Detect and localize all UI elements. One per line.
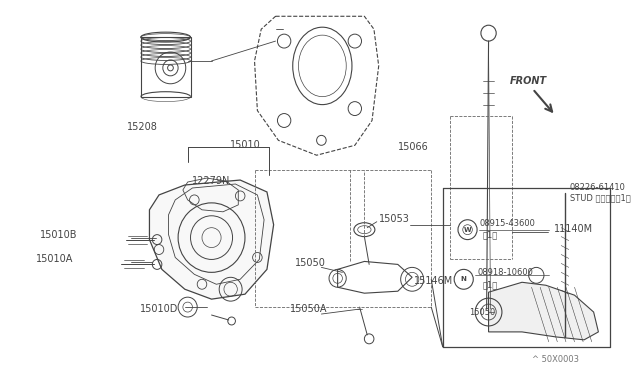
Polygon shape — [150, 180, 274, 299]
Text: 12279N: 12279N — [193, 176, 231, 186]
Text: 15146M: 15146M — [414, 276, 453, 286]
Text: （1）: （1） — [483, 231, 498, 240]
Text: 08918-10600: 08918-10600 — [477, 268, 533, 278]
Text: 15050A: 15050A — [290, 304, 328, 314]
Text: 08915-43600: 08915-43600 — [479, 219, 535, 228]
Text: 15010D: 15010D — [140, 304, 179, 314]
Text: 15050: 15050 — [470, 308, 496, 317]
Text: 15010A: 15010A — [36, 254, 73, 264]
Text: W: W — [463, 227, 472, 232]
Text: FRONT: FRONT — [509, 76, 547, 86]
Text: 15010: 15010 — [230, 140, 260, 150]
Text: STUD スタッド（1）: STUD スタッド（1） — [570, 193, 630, 202]
Text: 15053: 15053 — [379, 214, 410, 224]
Text: 15208: 15208 — [127, 122, 158, 132]
Text: （1）: （1） — [483, 280, 498, 289]
Text: 15010B: 15010B — [40, 230, 77, 240]
Text: 15066: 15066 — [398, 142, 429, 152]
Text: 15050: 15050 — [294, 259, 326, 268]
Polygon shape — [488, 282, 598, 340]
Text: ^ 50X0003: ^ 50X0003 — [532, 355, 579, 364]
Text: 11140M: 11140M — [554, 224, 593, 234]
Text: N: N — [461, 276, 467, 282]
Text: 08226-61410: 08226-61410 — [570, 183, 626, 192]
